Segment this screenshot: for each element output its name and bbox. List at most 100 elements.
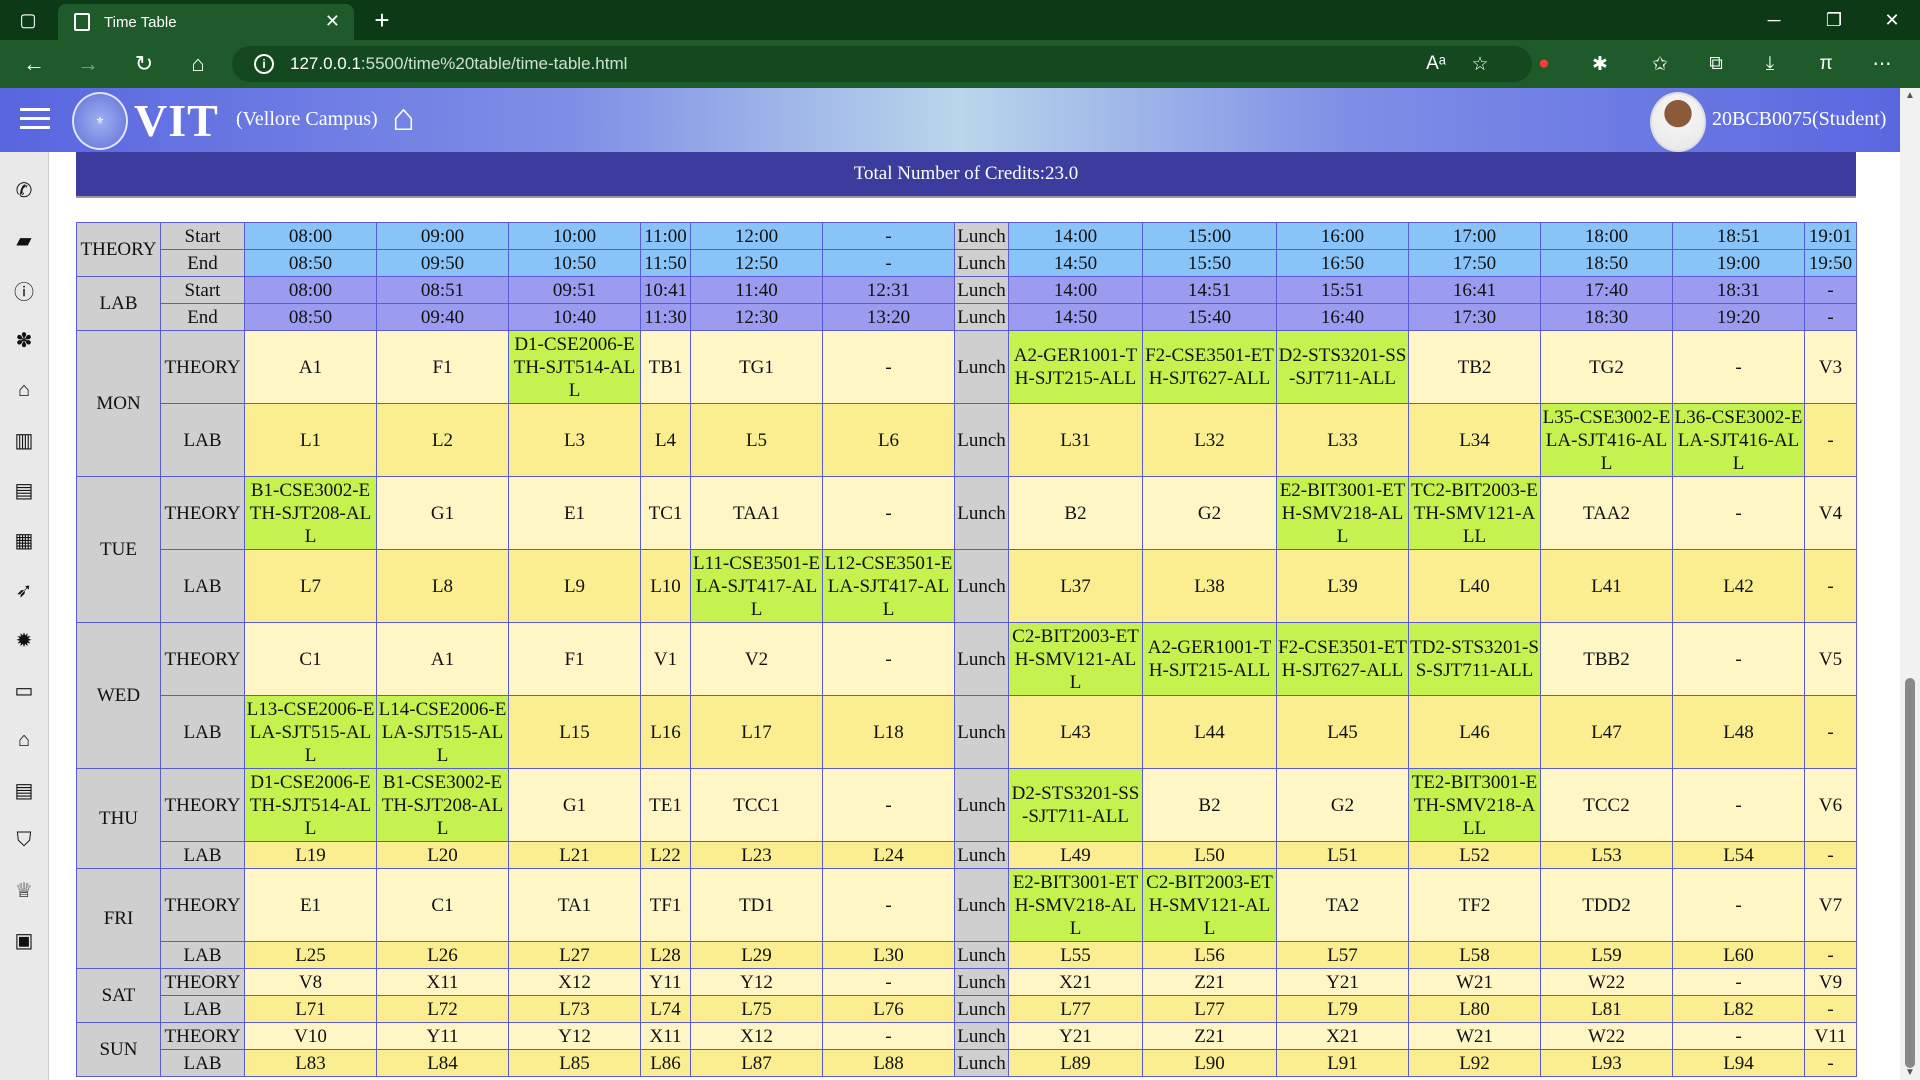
extensions-icon[interactable]: ✱ <box>1592 53 1608 75</box>
browser-tab[interactable]: Time Table ✕ <box>58 4 354 40</box>
slot-cell: L94 <box>1672 1049 1805 1077</box>
registered-course-cell: F2-CSE3501-ETH-SJT627-ALL <box>1276 622 1409 696</box>
back-button[interactable]: ← <box>23 51 45 76</box>
lunch-cell: Lunch <box>954 968 1009 996</box>
minimize-button[interactable]: ─ <box>1767 9 1781 30</box>
collections-icon[interactable]: ⧉ <box>1709 53 1723 74</box>
tab-actions-icon[interactable]: ▢ <box>19 9 37 30</box>
lunch-cell: Lunch <box>954 249 1009 277</box>
slot-cell: L51 <box>1276 841 1409 869</box>
hamburger-menu-icon[interactable] <box>20 108 50 130</box>
slot-cell: V3 <box>1804 330 1857 404</box>
day-row: LAB L1 L2 L3 L4 L5 L6 Lunch L31 L32 L33 L34 L35-CSE3… <box>77 403 1857 477</box>
slot-cell: - <box>1672 1022 1805 1050</box>
registered-course-cell: D1-CSE2006-ETH-SJT514-ALL <box>244 768 377 842</box>
registered-course-cell: A2-GER1001-TH-SJT215-ALL <box>1008 330 1143 404</box>
favorites-icon[interactable]: ✩ <box>1652 53 1668 75</box>
trophy-icon[interactable]: ♕ <box>15 879 33 902</box>
paw-icon[interactable]: ✽ <box>15 329 33 352</box>
registered-course-cell: TD2-STS3201-SS-SJT711-ALL <box>1408 622 1541 696</box>
close-window-button[interactable]: ✕ <box>1884 9 1900 30</box>
day-label: THU <box>76 768 161 869</box>
slot-cell: - <box>1804 941 1857 969</box>
book-icon[interactable]: ▤ <box>14 479 34 502</box>
info-icon[interactable]: i <box>254 54 274 74</box>
day-label: MON <box>76 330 161 477</box>
slot-cell: L56 <box>1142 941 1277 969</box>
time-cell: 17:00 <box>1408 222 1541 250</box>
avatar[interactable] <box>1650 92 1706 152</box>
new-tab-button[interactable]: + <box>374 4 390 35</box>
scroll-down-icon[interactable]: ▼ <box>1905 1067 1915 1078</box>
add-favorite-icon[interactable]: ☆ <box>1471 53 1489 75</box>
registered-course-cell: L13-CSE2006-ELA-SJT515-ALL <box>244 695 377 769</box>
more-options-icon[interactable]: ⋯ <box>1872 53 1892 75</box>
slot-cell: L7 <box>244 549 377 623</box>
time-cell: 17:50 <box>1408 249 1541 277</box>
home-icon[interactable]: ⌂ <box>17 728 31 751</box>
slot-cell: - <box>822 968 955 996</box>
briefcase-icon[interactable]: ▰ <box>16 229 32 252</box>
visa-card-icon[interactable]: ▭ <box>14 679 34 702</box>
header-row: THEORY Start 08:00 09:00 10:00 11:00 12:00- Lun… <box>76 222 1857 277</box>
registered-course-cell: L35-CSE3002-ELA-SJT416-ALL <box>1540 403 1673 477</box>
slot-cell: C1 <box>376 868 509 942</box>
day-row: LAB L71 L72 L73 L74 L75 L76 Lunch L77 L77 L79 L80 L8… <box>77 995 1857 1023</box>
day-row: LAB L25 L26 L27 L28 L29 L30 Lunch L55 L56 L57 L58 L5… <box>77 941 1857 969</box>
slot-cell: TA2 <box>1276 868 1409 942</box>
gear-icon[interactable]: ✹ <box>15 629 33 652</box>
restore-button[interactable]: ❐ <box>1825 9 1843 30</box>
bank-icon[interactable]: ▥ <box>14 429 34 452</box>
slot-cell: L77 <box>1008 995 1143 1023</box>
open-book-icon[interactable]: ▤ <box>14 779 34 802</box>
time-cell: 11:50 <box>640 249 691 277</box>
slot-cell: V9 <box>1804 968 1857 996</box>
slot-cell: L21 <box>508 841 641 869</box>
home-icon[interactable]: ⌂ <box>392 97 415 139</box>
home-button[interactable]: ⌂ <box>191 51 205 76</box>
day-label: FRI <box>76 868 161 969</box>
user-label[interactable]: 20BCB0075(Student) <box>1712 108 1887 130</box>
extension-red-icon[interactable]: ● <box>1538 53 1550 74</box>
url-field[interactable]: i 127.0.0.1:5500/time%20table/time-table… <box>232 46 1532 82</box>
scrollbar[interactable]: ▲ ▼ <box>1900 88 1920 1080</box>
scroll-thumb[interactable] <box>1905 678 1915 1068</box>
slot-cell: L3 <box>508 403 641 477</box>
slot-cell: L90 <box>1142 1049 1277 1077</box>
rocket-icon[interactable]: ➶ <box>15 579 33 602</box>
time-cell: 14:51 <box>1142 276 1277 304</box>
phone-icon[interactable]: ✆ <box>15 179 33 202</box>
shield-icon[interactable]: ⛉ <box>16 828 32 851</box>
graduation-cap-icon[interactable]: ⌂ <box>17 378 31 401</box>
read-aloud-icon[interactable]: A͏ᵃ <box>1426 53 1446 74</box>
slot-cell: X12 <box>508 968 641 996</box>
day-label: TUE <box>76 476 161 623</box>
slot-type-label: THEORY <box>160 476 245 550</box>
registered-course-cell: L12-CSE3501-ELA-SJT417-ALL <box>822 549 955 623</box>
slot-cell: L5 <box>690 403 823 477</box>
slot-type-label: THEORY <box>160 768 245 842</box>
slot-cell: L33 <box>1276 403 1409 477</box>
slot-cell: W22 <box>1540 1022 1673 1050</box>
downloads-icon[interactable]: ⤓ <box>1765 53 1775 74</box>
time-cell: 14:50 <box>1008 249 1143 277</box>
registered-course-cell: L14-CSE2006-ELA-SJT515-ALL <box>376 695 509 769</box>
scroll-up-icon[interactable]: ▲ <box>1905 90 1915 101</box>
lock-icon[interactable]: ▣ <box>14 929 34 952</box>
profile-icon[interactable]: π <box>1819 53 1833 74</box>
slot-cell: X21 <box>1276 1022 1409 1050</box>
lunch-cell: Lunch <box>954 330 1009 404</box>
refresh-button[interactable]: ↻ <box>134 51 154 76</box>
slot-cell: L20 <box>376 841 509 869</box>
day-row: WED THEORY C1 A1 F1 V1 V2- Lunch C2-BIT2003-ETH-… <box>76 622 1857 769</box>
info-icon[interactable]: ⓘ <box>14 281 34 304</box>
row-label: Start <box>160 222 245 250</box>
slot-cell: B2 <box>1142 768 1277 842</box>
close-tab-icon[interactable]: ✕ <box>324 11 340 31</box>
page-header: ⚜ VIT (Vellore Campus) ⌂ 20BCB0075(Stude… <box>0 88 1920 152</box>
time-cell: 09:51 <box>508 276 641 304</box>
slot-cell: TBB2 <box>1540 622 1673 696</box>
forward-button[interactable]: → <box>77 51 99 76</box>
slot-cell: L22 <box>640 841 691 869</box>
institution-icon[interactable]: ▦ <box>14 529 34 552</box>
